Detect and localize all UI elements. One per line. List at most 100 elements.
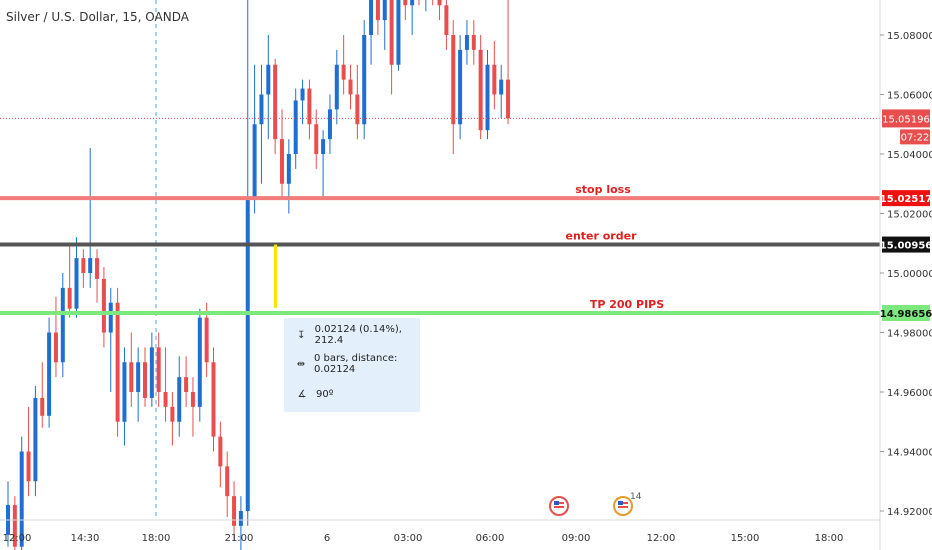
y-tick-label: 15.04000	[887, 150, 932, 161]
candle-body	[464, 35, 469, 50]
candle-body	[492, 64, 497, 95]
countdown-tag	[900, 129, 930, 145]
candle-body	[218, 436, 223, 467]
candle	[286, 139, 291, 214]
candle	[321, 130, 326, 199]
candle	[410, 0, 415, 35]
bars-range-icon: ⇹	[296, 358, 306, 370]
candle	[101, 267, 106, 348]
candle	[266, 35, 271, 140]
y-tick-label: 14.96000	[887, 388, 932, 399]
candle-body	[12, 505, 17, 547]
candle-body	[348, 79, 353, 95]
candle-body	[170, 406, 175, 422]
candle-body	[108, 302, 113, 333]
tooltip-angle: 90º	[316, 388, 334, 400]
candle	[492, 40, 497, 110]
candle-body	[204, 317, 209, 363]
candle-body	[300, 88, 305, 101]
candle-body	[478, 49, 483, 131]
candle-body	[81, 258, 86, 273]
candle-body	[362, 35, 367, 125]
candle	[197, 308, 202, 422]
candle-body	[26, 451, 31, 482]
candle	[418, 0, 420, 6]
candle-body	[266, 64, 271, 95]
candle-body	[389, 0, 394, 65]
candle	[40, 362, 45, 428]
stop-price-tag	[882, 190, 930, 207]
symbol-title: Silver / U.S. Dollar, 15, OANDA	[6, 10, 189, 24]
candle	[273, 58, 278, 154]
candle	[170, 392, 175, 446]
candle	[478, 35, 483, 140]
candle	[238, 496, 243, 550]
candle-body	[327, 109, 332, 140]
candle	[362, 20, 367, 140]
candle-body	[163, 392, 168, 407]
y-tick-label: 14.92000	[887, 507, 932, 518]
candle-body	[280, 139, 284, 184]
candle	[471, 20, 476, 65]
candle	[74, 237, 79, 318]
candle-body	[197, 317, 202, 407]
candle-body	[321, 139, 326, 154]
candle	[293, 88, 298, 169]
candle-body	[129, 362, 134, 392]
tp-price-tag-label: 14.98656	[880, 309, 932, 320]
y-tick-label: 15.02000	[887, 210, 932, 221]
candle	[437, 0, 442, 21]
candle	[47, 317, 52, 428]
candle-body	[60, 287, 65, 363]
candle-body	[382, 0, 387, 21]
candle-body	[314, 124, 319, 154]
candle	[355, 64, 360, 140]
candle	[190, 377, 195, 437]
candle	[458, 35, 463, 140]
x-tick-label: 15:00	[731, 533, 760, 544]
candle	[177, 356, 182, 437]
candle	[259, 64, 264, 184]
candle-body	[115, 302, 120, 422]
candle	[122, 347, 127, 446]
candle	[382, 0, 387, 50]
candle-body	[403, 0, 408, 6]
candle	[26, 406, 31, 497]
candle-body	[307, 88, 312, 125]
x-tick-label: 18:00	[815, 533, 844, 544]
candle	[314, 109, 319, 169]
candle-body	[19, 451, 24, 547]
candle	[232, 481, 237, 541]
candle	[95, 249, 100, 303]
tooltip-bars-distance: 0 bars, distance: 0.02124	[313, 353, 398, 375]
tooltip-price-range: 0.02124 (0.14%), 212.4	[314, 324, 402, 346]
candle	[211, 347, 216, 452]
candle-body	[273, 64, 278, 140]
candle	[300, 79, 305, 125]
candle	[184, 356, 189, 407]
candle	[33, 386, 38, 497]
candle	[136, 347, 141, 422]
x-tick-label: 12:00	[647, 533, 676, 544]
candle	[403, 0, 408, 21]
candle-body	[485, 64, 490, 131]
candle	[425, 0, 427, 12]
candle-body	[95, 258, 100, 279]
candle-body	[259, 94, 264, 125]
measure-tooltip: ↧ 0.02124 (0.14%), 212.4 ⇹ 0 bars, dista…	[284, 318, 420, 412]
current-price-tag-label: 15.05196	[882, 114, 930, 125]
candle-body	[47, 332, 52, 416]
flag-stripe	[554, 506, 564, 508]
candle	[280, 109, 284, 199]
candle	[156, 332, 161, 407]
candle	[389, 0, 394, 95]
candle	[252, 64, 257, 214]
x-tick-label: 03:00	[394, 533, 423, 544]
candle	[369, 0, 374, 65]
candle	[327, 94, 332, 154]
candle-body	[471, 35, 476, 50]
candle-body	[293, 100, 298, 154]
candle-body	[437, 0, 442, 6]
candle	[341, 35, 346, 95]
